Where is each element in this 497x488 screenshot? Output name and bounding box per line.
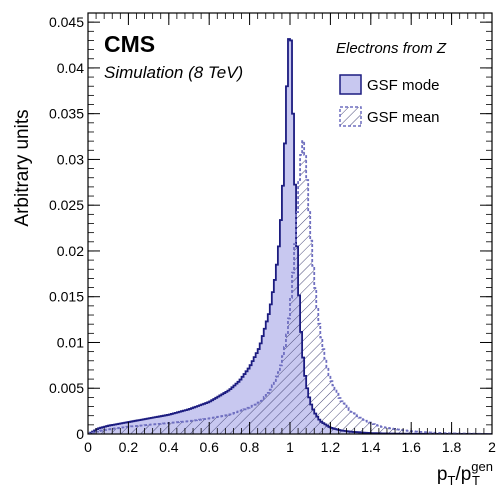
series-gsf-mode-fill — [88, 39, 492, 434]
y-tick-label: 0 — [76, 426, 84, 442]
legend-swatch-mean — [339, 106, 362, 127]
y-tick-label: 0.04 — [57, 60, 84, 76]
legend: Electrons from Z GSF mode GSF mean — [336, 40, 447, 127]
legend-label-mean: GSF mean — [367, 109, 440, 126]
x-tick-label: 2 — [488, 439, 496, 455]
legend-header: Electrons from Z — [336, 40, 447, 57]
simulation-label: Simulation (8 TeV) — [104, 63, 243, 82]
y-axis-title: Arbitrary units — [12, 109, 33, 226]
y-tick-label: 0.045 — [49, 14, 84, 30]
x-tick-label: 1.6 — [401, 439, 421, 455]
y-tick-label: 0.02 — [57, 243, 84, 259]
x-axis-title-text: pT/pgen T — [437, 459, 493, 488]
x-tick-label: 0.2 — [119, 439, 139, 455]
cms-label: CMS — [104, 31, 155, 57]
x-tick-label: 1.4 — [361, 439, 381, 455]
series-gsf-mean-line — [88, 140, 492, 434]
series-layer — [88, 38, 492, 434]
x-axis-title: pT/pgen T — [437, 459, 493, 488]
x-tick-label: 0.6 — [199, 439, 219, 455]
x-tick-label: 1.8 — [442, 439, 462, 455]
x-tick-label: 1 — [286, 439, 294, 455]
y-tick-label: 0.015 — [49, 289, 84, 305]
legend-label-mode: GSF mode — [367, 77, 440, 94]
x-tick-label: 0 — [84, 439, 92, 455]
y-tick-label: 0.01 — [57, 334, 84, 350]
y-tick-label: 0.025 — [49, 197, 84, 213]
legend-swatch-mode — [339, 74, 362, 95]
y-tick-label: 0.035 — [49, 106, 84, 122]
x-tick-label: 0.4 — [159, 439, 179, 455]
series-gsf-mean-hatch — [88, 141, 492, 434]
x-tick-label: 0.8 — [240, 439, 260, 455]
y-tick-label: 0.03 — [57, 151, 84, 167]
y-tick-label: 0.005 — [49, 380, 84, 396]
x-tick-label: 1.2 — [321, 439, 341, 455]
axes-layer: 0 0.2 0.4 0.6 0.8 1 1.2 1.4 1.6 1.8 2 0 0.005 0.01 0.0… — [49, 12, 496, 455]
